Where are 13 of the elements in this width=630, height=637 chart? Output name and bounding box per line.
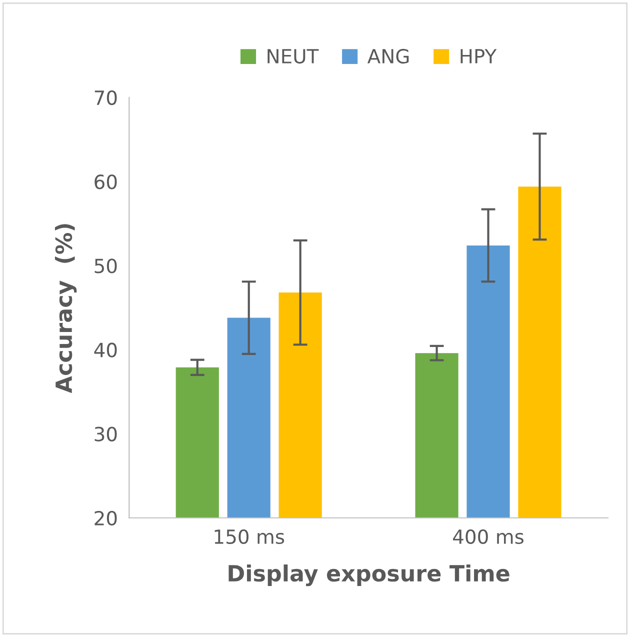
y-tick-label: 60	[94, 174, 117, 190]
y-tick-label: 40	[94, 342, 117, 358]
legend-label: NEUT	[268, 49, 319, 64]
x-tick-label: 400 ms	[453, 529, 524, 544]
y-tick-label: 70	[94, 90, 117, 106]
legend-label: ANG	[367, 48, 409, 64]
x-axis-title: Display exposure Time	[228, 564, 510, 586]
x-tick-label: 150 ms	[214, 529, 284, 544]
legend-label: HPY	[460, 49, 497, 64]
y-tick-label: 30	[94, 426, 117, 442]
y-tick-label: 20	[94, 510, 117, 526]
y-axis-title: Accuracy (%)	[54, 224, 77, 394]
y-tick-label: 50	[94, 258, 117, 274]
